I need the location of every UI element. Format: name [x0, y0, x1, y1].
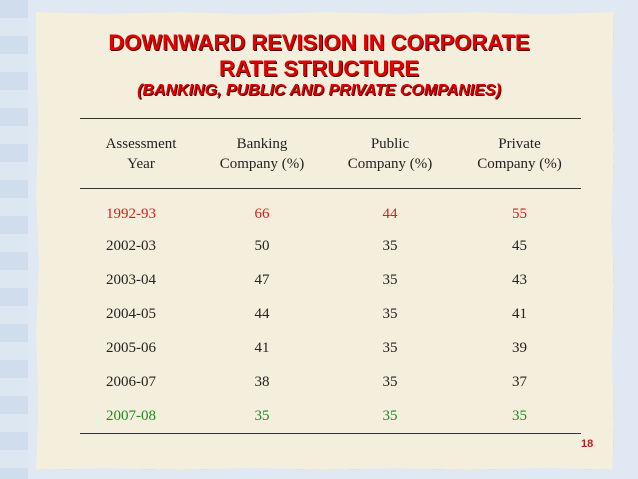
cell-public: 35	[382, 305, 398, 322]
header-line: Private	[498, 135, 541, 152]
table-row: 2006-07 38 35 37	[80, 365, 581, 399]
header-public: Public Company (%)	[322, 118, 458, 189]
table-row: 2007-08 35 35 35	[80, 399, 581, 434]
cell-banking: 41	[254, 339, 270, 356]
cell-year: 2004-05	[106, 305, 156, 322]
header-banking: Banking Company (%)	[202, 118, 322, 189]
header-assessment-year: Assessment Year	[80, 118, 202, 189]
cell-public: 35	[382, 339, 398, 356]
cell-private: 41	[512, 305, 527, 322]
table-row: 2004-05 44 35 41	[80, 297, 581, 331]
rate-table: Assessment Year Banking Company (%) Publ…	[80, 118, 581, 434]
cell-public: 44	[382, 205, 398, 222]
cell-year: 2006-07	[106, 373, 156, 390]
cell-public: 35	[382, 237, 398, 254]
cell-year: 1992-93	[106, 205, 156, 222]
paper-background	[36, 12, 614, 470]
cell-banking: 66	[254, 205, 270, 222]
table-row: 2005-06 41 35 39	[80, 331, 581, 365]
table-header-row: Assessment Year Banking Company (%) Publ…	[80, 118, 581, 189]
cell-public: 35	[382, 373, 398, 390]
header-line: Company (%)	[347, 155, 433, 172]
cell-banking: 38	[254, 373, 270, 390]
table-row: 2002-03 50 35 45	[80, 229, 581, 263]
header-line: Banking	[236, 135, 288, 152]
header-line: Company (%)	[219, 155, 305, 172]
page-number: 18	[581, 438, 594, 450]
cell-private: 35	[458, 399, 581, 434]
cell-year: 2002-03	[106, 237, 156, 254]
cell-private: 55	[512, 205, 527, 222]
cell-year: 2003-04	[106, 271, 156, 288]
header-line: Company (%)	[477, 155, 562, 172]
cell-year: 2007-08	[80, 399, 202, 434]
title-line-2: RATE STRUCTURE	[218, 56, 420, 81]
cell-public: 35	[382, 271, 398, 288]
title-subtitle: (BANKING, PUBLIC AND PRIVATE COMPANIES)	[137, 82, 501, 99]
cell-banking: 35	[202, 399, 322, 434]
header-private: Private Company (%)	[458, 118, 581, 189]
header-line: Public	[370, 135, 410, 152]
background-strip	[0, 0, 28, 479]
cell-private: 37	[512, 373, 527, 390]
table-row: 2003-04 47 35 43	[80, 263, 581, 297]
rate-table-container: Assessment Year Banking Company (%) Publ…	[80, 118, 581, 434]
cell-banking: 50	[254, 237, 270, 254]
table-row: 1992-93 66 44 55	[80, 189, 581, 230]
cell-public: 35	[322, 399, 458, 434]
cell-private: 45	[512, 237, 527, 254]
cell-private: 43	[512, 271, 527, 288]
header-line: Assessment	[105, 135, 177, 152]
cell-banking: 44	[254, 305, 270, 322]
header-line: Year	[127, 155, 155, 172]
cell-private: 39	[512, 339, 527, 356]
cell-year: 2005-06	[106, 339, 156, 356]
title-line-1: DOWNWARD REVISION IN CORPORATE	[108, 30, 530, 55]
cell-banking: 47	[254, 271, 270, 288]
